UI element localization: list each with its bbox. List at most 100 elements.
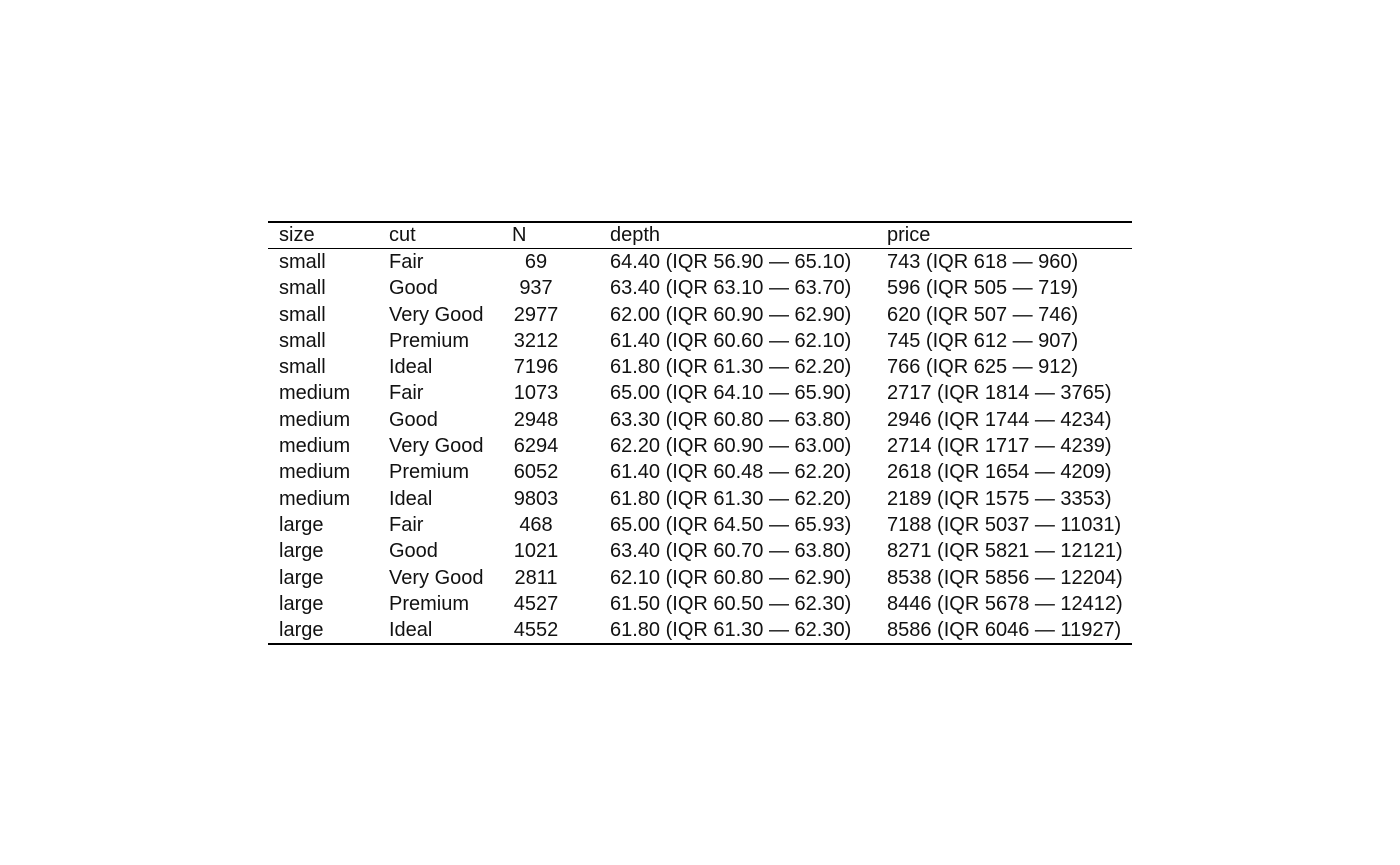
cell-price: 7188 (IQR 5037 — 11031) <box>887 513 1122 536</box>
cell-cut: Premium <box>389 329 470 352</box>
cell-n: 4527 <box>501 591 599 617</box>
cell-n: 6294 <box>501 433 599 459</box>
cell-depth: 62.20 (IQR 60.90 — 63.00) <box>610 435 852 458</box>
cell-cut: Very Good <box>389 435 484 458</box>
cell-price: 2618 (IQR 1654 — 4209) <box>887 461 1112 484</box>
cell-n-value: 468 <box>519 513 553 536</box>
cell-cut: Fair <box>389 513 424 536</box>
cell-n: 937 <box>501 275 599 301</box>
cell-size: medium <box>279 382 351 405</box>
cell-size: small <box>279 329 326 352</box>
cell-size: medium <box>279 461 351 484</box>
header-cut: cut <box>378 222 501 249</box>
cell-n-value: 4527 <box>513 592 559 615</box>
table-row: large Fair 468 65.00 (IQR 64.50 — 65.93) 718… <box>268 512 1132 538</box>
cell-depth: 64.40 (IQR 56.90 — 65.10) <box>610 251 852 273</box>
cell-cut: Good <box>389 277 438 300</box>
header-depth: depth <box>599 222 876 249</box>
cell-n-value: 2977 <box>513 303 559 326</box>
cell-price: 596 (IQR 505 — 719) <box>887 277 1079 300</box>
table-row: small Good 937 63.40 (IQR 63.10 — 63.70) 596… <box>268 275 1132 301</box>
cell-size: small <box>279 277 326 300</box>
cell-n-value: 9803 <box>513 487 559 510</box>
header-row: size cut N depth price <box>268 222 1132 249</box>
table-body: small Fair 69 64.40 (IQR 56.90 — 65.10) 743 … <box>268 249 1132 645</box>
cell-cut: Premium <box>389 461 470 484</box>
table-row: large Good 1021 63.40 (IQR 60.70 — 63.80) 82… <box>268 538 1132 564</box>
cell-cut: Ideal <box>389 356 433 379</box>
cell-price: 8538 (IQR 5856 — 12204) <box>887 566 1123 589</box>
cell-price: 743 (IQR 618 — 960) <box>887 251 1079 273</box>
table-row: large Premium 4527 61.50 (IQR 60.50 — 62.30… <box>268 591 1132 617</box>
cell-n-value: 2948 <box>513 408 559 431</box>
cell-price: 8446 (IQR 5678 — 12412) <box>887 592 1123 615</box>
cell-size: small <box>279 303 326 326</box>
cell-cut: Ideal <box>389 487 433 510</box>
cell-price: 766 (IQR 625 — 912) <box>887 356 1079 379</box>
cell-depth: 61.50 (IQR 60.50 — 62.30) <box>610 592 852 615</box>
cell-n-value: 2811 <box>514 566 558 589</box>
cell-depth: 61.80 (IQR 61.30 — 62.20) <box>610 356 852 379</box>
cell-price: 8586 (IQR 6046 — 11927) <box>887 619 1122 642</box>
cell-price: 2946 (IQR 1744 — 4234) <box>887 408 1112 431</box>
cell-size: medium <box>279 487 351 510</box>
cell-size: large <box>279 592 324 615</box>
cell-n: 2948 <box>501 407 599 433</box>
cell-n-value: 3212 <box>513 329 559 352</box>
table-row: small Ideal 7196 61.80 (IQR 61.30 — 62.20) 7… <box>268 354 1132 380</box>
table-row: large Ideal 4552 61.80 (IQR 61.30 — 62.30) 8… <box>268 617 1132 644</box>
cell-depth: 61.80 (IQR 61.30 — 62.20) <box>610 487 852 510</box>
cell-cut: Premium <box>389 592 470 615</box>
cell-cut: Very Good <box>389 303 484 326</box>
cell-size: large <box>279 619 324 642</box>
cell-n: 4552 <box>501 617 599 644</box>
header-n: N <box>501 222 599 249</box>
cell-n: 2811 <box>501 565 599 591</box>
table-row: medium Ideal 9803 61.80 (IQR 61.30 — 62.20)… <box>268 486 1132 512</box>
cell-size: large <box>279 513 324 536</box>
cell-size: medium <box>279 408 351 431</box>
cell-depth: 63.40 (IQR 60.70 — 63.80) <box>610 540 852 563</box>
cell-n-value: 6052 <box>513 461 559 484</box>
cell-price: 2717 (IQR 1814 — 3765) <box>887 382 1112 405</box>
summary-table: size cut N depth price small Fair 69 64.40 … <box>268 221 1132 646</box>
cell-n-value: 6294 <box>513 435 559 458</box>
cell-n: 1021 <box>501 538 599 564</box>
table-row: medium Premium 6052 61.40 (IQR 60.48 — 62.2… <box>268 459 1132 485</box>
cell-cut: Good <box>389 540 438 563</box>
table-row: large Very Good 2811 62.10 (IQR 60.80 — 62.… <box>268 565 1132 591</box>
table-row: small Premium 3212 61.40 (IQR 60.60 — 62.10… <box>268 328 1132 354</box>
cell-depth: 65.00 (IQR 64.50 — 65.93) <box>610 513 852 536</box>
table-row: small Fair 69 64.40 (IQR 56.90 — 65.10) 743 … <box>268 249 1132 276</box>
cell-n: 3212 <box>501 328 599 354</box>
cell-n: 7196 <box>501 354 599 380</box>
header-size: size <box>268 222 378 249</box>
cell-n-value: 937 <box>519 277 553 300</box>
cell-n-value: 69 <box>524 251 548 273</box>
cell-cut: Good <box>389 408 438 431</box>
cell-depth: 61.80 (IQR 61.30 — 62.30) <box>610 619 852 642</box>
cell-size: small <box>279 356 326 379</box>
cell-n: 468 <box>501 512 599 538</box>
cell-size: small <box>279 251 326 273</box>
cell-size: large <box>279 540 324 563</box>
table-row: small Very Good 2977 62.00 (IQR 60.90 — 62.… <box>268 302 1132 328</box>
cell-n: 1073 <box>501 380 599 406</box>
header-price: price <box>876 222 1132 249</box>
cell-cut: Very Good <box>389 566 484 589</box>
cell-cut: Ideal <box>389 619 433 642</box>
cell-n: 2977 <box>501 302 599 328</box>
cell-price: 620 (IQR 507 — 746) <box>887 303 1079 326</box>
cell-n-value: 1073 <box>513 382 559 405</box>
cell-depth: 65.00 (IQR 64.10 — 65.90) <box>610 382 852 405</box>
cell-price: 2189 (IQR 1575 — 3353) <box>887 487 1112 510</box>
cell-n: 69 <box>501 249 599 276</box>
cell-n-value: 4552 <box>513 619 559 642</box>
table-header: size cut N depth price <box>268 222 1132 249</box>
cell-depth: 61.40 (IQR 60.48 — 62.20) <box>610 461 852 484</box>
cell-depth: 62.00 (IQR 60.90 — 62.90) <box>610 303 852 326</box>
cell-price: 8271 (IQR 5821 — 12121) <box>887 540 1123 563</box>
cell-n-value: 1021 <box>513 540 559 563</box>
cell-depth: 63.30 (IQR 60.80 — 63.80) <box>610 408 852 431</box>
cell-n: 6052 <box>501 459 599 485</box>
